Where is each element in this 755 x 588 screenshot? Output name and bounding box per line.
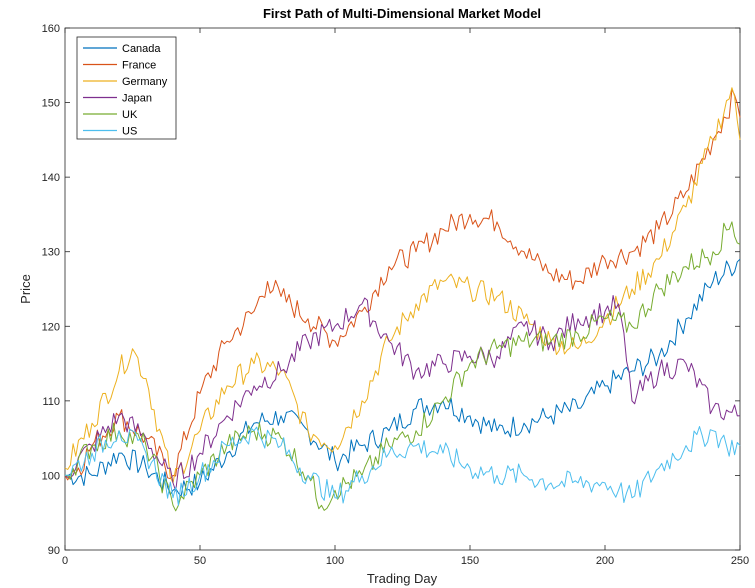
legend-label-us: US	[122, 126, 137, 138]
x-tick-label: 200	[596, 555, 614, 567]
legend-label-japan: Japan	[122, 93, 152, 105]
y-tick-label: 130	[42, 247, 60, 259]
x-tick-label: 150	[461, 555, 479, 567]
y-tick-label: 120	[42, 321, 60, 333]
x-axis-label: Trading Day	[367, 571, 438, 586]
x-tick-label: 0	[62, 555, 68, 567]
legend-label-canada: Canada	[122, 43, 161, 55]
series-line-france	[64, 88, 741, 481]
y-tick-label: 160	[42, 23, 60, 35]
series-line-canada	[64, 258, 741, 497]
series-lines	[64, 87, 741, 512]
y-axis-label: Price	[18, 274, 33, 304]
series-line-germany	[64, 87, 741, 484]
y-tick-label: 110	[42, 396, 60, 408]
x-tick-label: 100	[326, 555, 344, 567]
axis-ticks: 0 50 100 150 200 250 90 100 110 120 130 140 150 160	[42, 23, 750, 567]
legend: Canada France Germany Japan UK US	[76, 36, 177, 140]
legend-box	[76, 36, 177, 140]
x-tick-label: 250	[731, 555, 749, 567]
chart-title: First Path of Multi-Dimensional Market M…	[263, 6, 541, 21]
y-tick-label: 140	[42, 172, 60, 184]
legend-label-france: France	[122, 60, 156, 72]
y-tick-label: 90	[48, 545, 60, 557]
legend-label-uk: UK	[122, 109, 138, 121]
y-tick-label: 100	[42, 470, 60, 482]
legend-label-germany: Germany	[122, 76, 168, 88]
x-tick-label: 50	[194, 555, 206, 567]
series-line-japan	[64, 295, 741, 492]
series-line-us	[64, 426, 741, 506]
series-line-uk	[64, 221, 741, 512]
y-tick-label: 150	[42, 98, 60, 110]
